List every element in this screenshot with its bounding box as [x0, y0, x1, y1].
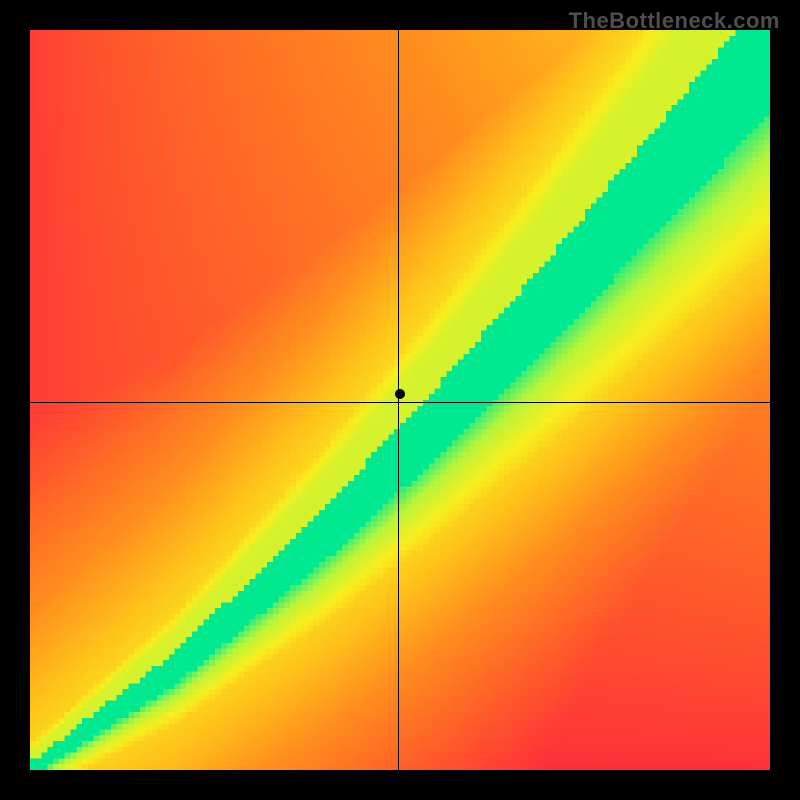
marker-overlay	[0, 0, 800, 800]
crosshair-vertical	[398, 30, 399, 770]
chart-container: TheBottleneck.com	[0, 0, 800, 800]
crosshair-horizontal	[30, 402, 770, 403]
watermark-text: TheBottleneck.com	[569, 8, 780, 34]
